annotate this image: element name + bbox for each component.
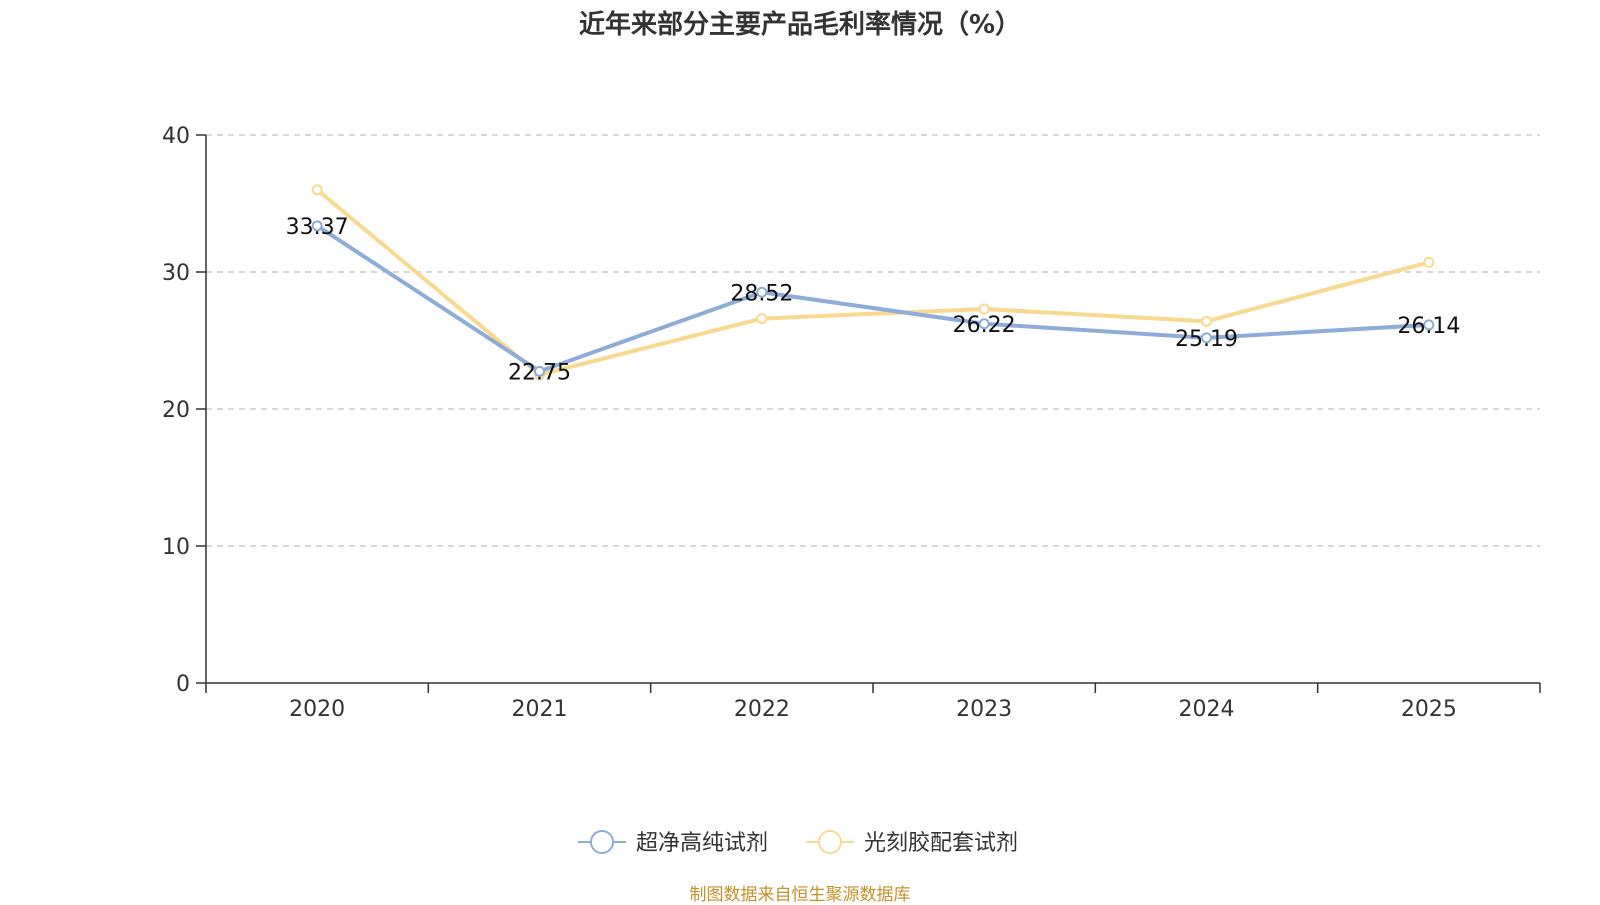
x-tick-label: 2023: [956, 697, 1012, 722]
data-point: [311, 220, 323, 232]
y-tick-label: 10: [162, 535, 190, 560]
data-label: 26.14: [1397, 314, 1460, 339]
series-line: [315, 223, 1431, 374]
data-point: [756, 286, 768, 298]
data-label: 25.19: [1175, 327, 1238, 352]
chart-title: 近年来部分主要产品毛利率情况（%）: [578, 10, 1022, 40]
data-label: 22.75: [508, 360, 571, 385]
legend-label[interactable]: 超净高纯试剂: [636, 831, 768, 856]
y-tick-label: 40: [162, 124, 190, 149]
legend-marker-icon[interactable]: [818, 830, 842, 854]
data-point: [1201, 315, 1212, 327]
x-tick-label: 2021: [512, 697, 568, 722]
data-point: [1423, 319, 1435, 331]
x-axis-ticks: 2020 2021 2022 2023 2024 2025: [205, 683, 1541, 722]
data-point: [978, 318, 990, 330]
x-tick-label: 2025: [1401, 697, 1457, 722]
x-tick-label: 2022: [734, 697, 790, 722]
data-labels: 33.37 22.75 28.52 26.22 25.19 26.14: [286, 215, 1461, 385]
data-point: [311, 184, 323, 196]
y-tick-label: 20: [162, 398, 190, 423]
x-tick-label: 2020: [289, 697, 345, 722]
data-point: [756, 313, 768, 325]
x-tick-label: 2024: [1179, 697, 1235, 722]
data-point: [978, 303, 990, 315]
data-point: [534, 365, 545, 377]
y-tick-label: 0: [176, 672, 190, 697]
gridlines: [206, 134, 1540, 547]
y-tick-label: 30: [162, 261, 190, 286]
y-axis-ticks: 0 10 20 30 40: [162, 124, 206, 697]
data-point: [1423, 256, 1435, 268]
source-note: 制图数据来自恒生聚源数据库: [689, 885, 911, 905]
legend-marker-icon[interactable]: [590, 830, 614, 854]
series-layer: [311, 184, 1435, 381]
data-point: [1201, 332, 1212, 344]
series-line: [315, 187, 1431, 377]
legend: 超净高纯试剂 光刻胶配套试剂: [578, 830, 1018, 856]
data-label: 26.22: [953, 313, 1016, 338]
data-label: 28.52: [730, 281, 793, 306]
legend-label[interactable]: 光刻胶配套试剂: [864, 831, 1018, 856]
data-label: 33.37: [286, 215, 349, 240]
